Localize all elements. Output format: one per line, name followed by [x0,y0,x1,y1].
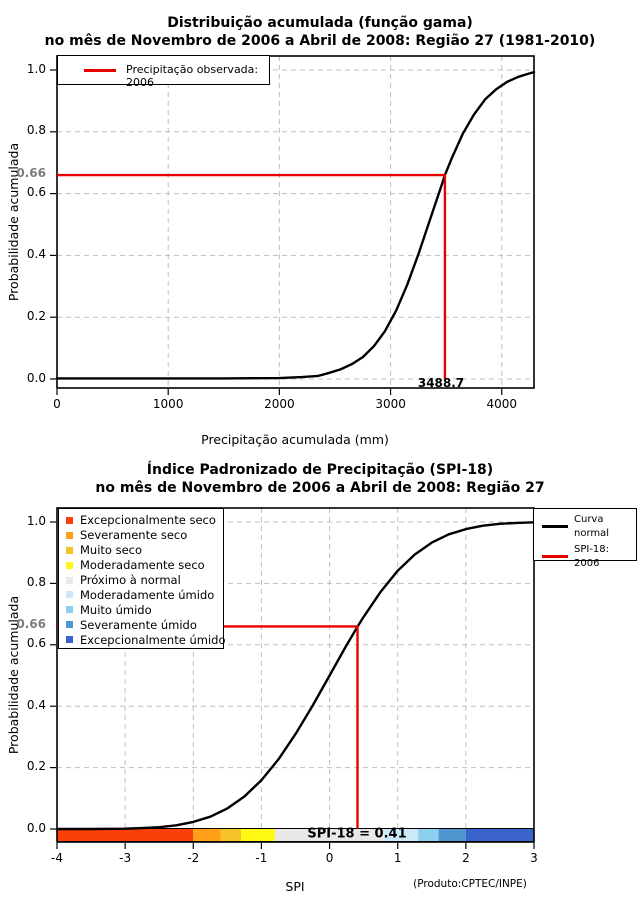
plot-border [56,55,535,389]
colorbar-segment [193,828,221,842]
chart2-title-line1: Índice Padronizado de Precipitação (SPI-… [146,461,494,478]
x-axis-tick-label: -4 [51,851,63,865]
y-axis-tick-label: 1.0 [26,513,46,528]
colorbar-segment [384,828,419,842]
category-color-swatch [66,531,73,539]
x-axis-tick-label: 4000 [486,397,518,411]
x-axis-tick-label: 2000 [264,397,295,411]
observed-marker-line [57,173,447,379]
y-axis-tick-label: 0.0 [26,370,46,385]
curve-legend-label-line: Curva [574,514,604,525]
curve-legend-item: SPI-18: 2006 [534,543,636,570]
category-legend-item: Excepcionalmente seco [59,513,223,528]
curve-legend-label: Curva normal [574,513,609,540]
chart1-marker-value-label: 3488.7 [417,376,465,391]
y-axis-tick-label: 0.6 [26,185,46,200]
chart1-title-line2: no mês de Novembro de 2006 a Abril de 20… [44,32,596,49]
cdf-curve [55,70,536,380]
category-color-swatch [66,576,73,584]
y-axis-tick-label: 0.2 [26,308,46,323]
y-axis-tick-label: 0.6 [26,636,46,651]
chart1-legend: Precipitação observada: 2006 [57,55,270,89]
chart1-marker-probability-label: 0.66 [16,166,46,180]
spi-value-annotation: SPI-18 = 0.41 [307,826,407,842]
cdf-curve [55,521,536,831]
chart2-curve-legend: Curva normal SPI-18: 2006 [533,508,637,569]
curve-legend-item: Curva normal [534,513,636,540]
chart2-marker-probability-label: 0.66 [16,617,46,631]
category-legend-label: Excepcionalmente seco [80,513,216,528]
curve-legend-swatch [542,525,568,528]
category-legend-item: Excepcionalmente úmido [59,632,226,647]
category-legend-label: Muito úmido [80,602,152,617]
category-color-swatch [66,516,73,524]
y-axis-tick-label: 0.4 [26,246,46,261]
plot-border [56,507,535,843]
category-legend-label: Excepcionalmente úmido [80,632,226,647]
category-legend-label: Severamente úmido [80,617,197,632]
x-axis-tick-label: 3 [530,851,538,865]
x-axis-tick-label: 3000 [375,397,406,411]
category-legend-item: Severamente úmido [59,617,223,632]
chart1-title-line1: Distribuição acumulada (função gama) [167,14,473,31]
curve-legend-label: SPI-18: 2006 [574,543,636,570]
colorbar-segment [275,828,385,842]
category-legend-label: Severamente seco [80,528,188,543]
colorbar-segment [465,828,534,842]
category-legend-label: Moderadamente úmido [80,587,215,602]
category-color-swatch [66,606,73,614]
category-legend-label: Próximo à normal [80,573,181,587]
x-axis-tick-label: 0 [53,397,61,411]
x-axis-tick-label: 2 [462,851,470,865]
category-legend-item: Moderadamente úmido [59,587,223,602]
curve-legend-label-line: SPI-18: 2006 [574,544,610,569]
curve-legend-label-line: normal [574,527,610,539]
colorbar-segment [240,828,276,842]
chart2-category-legend: Excepcionalmente seco Severamente seco Mui… [58,508,226,649]
chart2-title-line2: no mês de Novembro de 2006 a Abril de 20… [95,479,545,496]
category-legend-item: Muito úmido [59,602,223,617]
observed-line-swatch [84,69,116,72]
x-axis-tick-label: 0 [325,851,334,865]
category-color-swatch [66,621,73,629]
y-axis-tick-label: 0.8 [26,123,46,138]
category-legend-item: Moderadamente seco [59,558,223,573]
colorbar-segment [220,828,241,842]
x-axis-tick-label: -3 [119,851,132,865]
y-axis-tick-label: 0.8 [26,574,46,589]
y-axis-tick-label: 0.2 [26,759,46,774]
category-legend-item: Severamente seco [59,528,223,543]
category-legend-item: Próximo à normal [59,573,223,588]
chart1-legend-label: Precipitação observada: 2006 [126,63,259,89]
category-legend-label: Muito seco [80,543,143,558]
observed-marker-line [57,625,359,829]
colorbar-segment [57,828,194,842]
category-color-swatch [66,591,73,599]
y-axis-tick-label: 1.0 [26,61,46,76]
category-color-swatch [66,546,73,554]
colorbar-segment [438,828,466,842]
product-credit-label: (Produto:CPTEC/INPE) [413,877,527,890]
colorbar-segment [418,828,439,842]
x-axis-tick-label: -1 [255,851,268,865]
category-legend-item: Muito seco [59,543,223,558]
curve-legend-swatch [542,555,568,558]
category-legend-label: Moderadamente seco [80,558,205,573]
x-axis-tick-label: 1 [393,851,402,865]
category-color-swatch [66,561,73,569]
category-color-swatch [66,636,73,644]
y-axis-tick-label: 0.0 [26,820,46,835]
chart2-x-axis-label: SPI [285,878,305,894]
y-axis-tick-label: 0.4 [26,697,46,712]
chart1-x-axis-label: Precipitação acumulada (mm) [201,431,389,447]
x-axis-tick-label: -2 [187,851,200,865]
x-axis-tick-label: 1000 [152,397,184,411]
